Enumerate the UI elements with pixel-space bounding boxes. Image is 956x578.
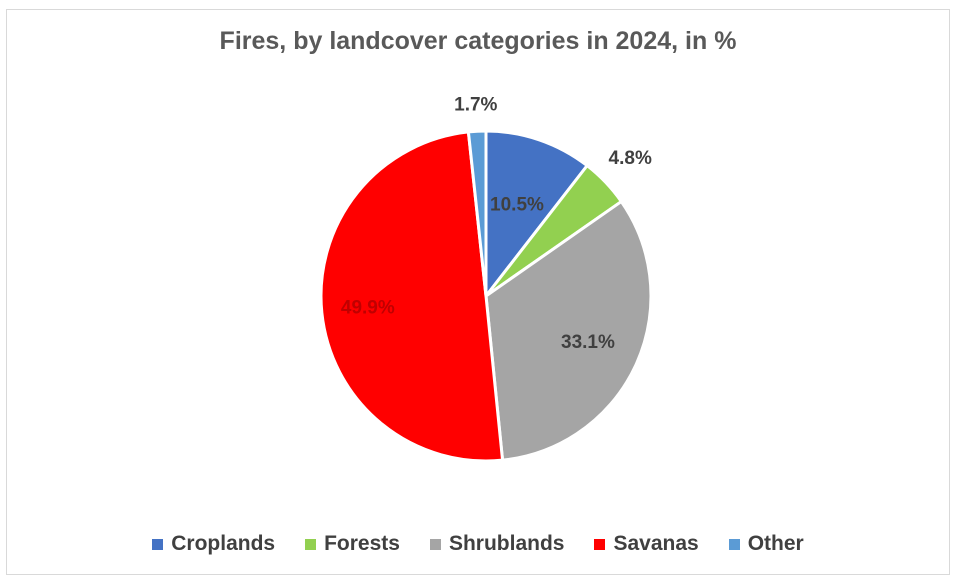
pie-slices (319, 129, 653, 463)
chart-title: Fires, by landcover categories in 2024, … (219, 27, 737, 55)
pie-slice-savanas (319, 130, 505, 463)
legend-swatch (728, 538, 740, 550)
legend-label: Other (747, 532, 804, 555)
data-label-forests: 4.8% (609, 148, 652, 169)
data-labels: 10.5% 4.8% 33.1% 49.9% 1.7% (341, 94, 652, 353)
pie-slice-shrublands (484, 200, 653, 462)
legend-item-shrublands: Shrublands (429, 532, 565, 556)
data-label-savanas: 49.9% (341, 297, 395, 318)
pie-slice-other (466, 129, 488, 298)
legend: Croplands Forests Shrublands Savanas Other (0, 532, 956, 556)
legend-item-forests: Forests (305, 532, 400, 556)
data-label-croplands: 10.5% (490, 194, 544, 215)
legend-item-other: Other (728, 532, 804, 556)
legend-label: Forests (324, 532, 400, 555)
legend-label: Savanas (613, 532, 699, 555)
legend-label: Shrublands (448, 532, 565, 555)
data-label-shrublands: 33.1% (561, 332, 615, 353)
legend-label: Croplands (171, 532, 276, 555)
legend-item-savanas: Savanas (594, 532, 699, 556)
legend-item-croplands: Croplands (152, 532, 275, 556)
pie-slice-croplands (484, 129, 589, 298)
legend-swatch (429, 538, 441, 550)
legend-swatch (152, 538, 164, 550)
legend-swatch (594, 538, 606, 550)
data-label-other: 1.7% (454, 94, 497, 115)
legend-swatch (305, 538, 317, 550)
